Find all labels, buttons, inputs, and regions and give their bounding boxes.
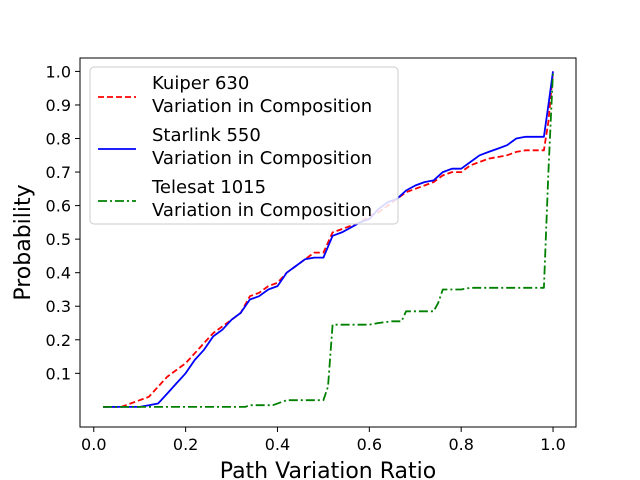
legend-frame (89, 66, 399, 225)
legend-label-1: Kuiper 630 (152, 73, 249, 94)
y-tick-label: 0.1 (46, 364, 71, 383)
axes-frame (79, 57, 577, 428)
y-tick-label: 0.5 (46, 230, 71, 249)
y-tick-label: 0.4 (46, 264, 71, 283)
legend-label-2: Starlink 550 (152, 125, 261, 146)
y-axis-ticks: 0.1 0.2 0.3 0.4 0.5 0.6 0.7 0.8 0.9 1.0 (46, 62, 80, 383)
series-line-1 (103, 71, 554, 408)
legend-sublabel-1: Variation in Composition (152, 96, 372, 117)
y-tick-label: 0.8 (46, 130, 71, 149)
x-tick-label: 0.8 (448, 435, 473, 454)
x-tick-label: 0.4 (265, 435, 290, 454)
y-tick-label: 0.9 (46, 96, 71, 115)
y-tick-label: 0.6 (46, 197, 71, 216)
x-axis-ticks: 0.0 0.2 0.4 0.6 0.8 1.0 (81, 427, 566, 454)
x-tick-label: 0.6 (357, 435, 382, 454)
x-tick-label: 0.2 (173, 435, 198, 454)
y-tick-label: 1.0 (46, 62, 71, 81)
legend-sublabel-3: Variation in Composition (152, 200, 372, 221)
y-tick-label: 0.2 (46, 331, 71, 350)
y-tick-label: 0.3 (46, 297, 71, 316)
legend-sublabel-2: Variation in Composition (152, 148, 372, 169)
plot-area (103, 71, 554, 408)
x-axis-title: Path Variation Ratio (220, 459, 436, 480)
x-tick-label: 0.0 (81, 435, 106, 454)
y-axis-title: Probability (11, 184, 36, 300)
legend-label-3: Telesat 1015 (151, 177, 266, 198)
y-tick-label: 0.7 (46, 163, 71, 182)
series-line-3 (103, 71, 554, 408)
x-tick-label: 1.0 (540, 435, 565, 454)
series-line-2 (103, 71, 554, 408)
